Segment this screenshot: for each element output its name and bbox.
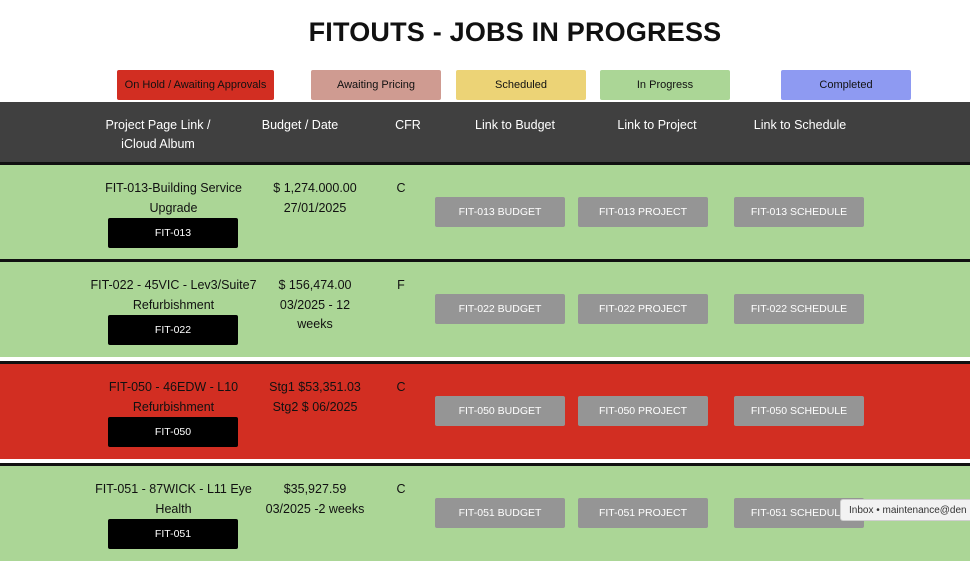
schedule-link-button[interactable]: FIT-050 SCHEDULE	[734, 396, 864, 426]
header-cfr: CFR	[395, 118, 421, 132]
job-budget-date: $ 156,474.00 03/2025 - 12 weeks	[278, 278, 352, 331]
schedule-link-button[interactable]: FIT-013 SCHEDULE	[734, 197, 864, 227]
header-link-schedule: Link to Schedule	[753, 118, 847, 132]
budget-link-button[interactable]: FIT-050 BUDGET	[435, 396, 565, 426]
table-row: FIT-050 - 46EDW - L10 Refurbishment FIT-…	[0, 361, 970, 459]
budget-link-button[interactable]: FIT-051 BUDGET	[435, 498, 565, 528]
budget-link-button[interactable]: FIT-013 BUDGET	[435, 197, 565, 227]
job-tag-button[interactable]: FIT-051	[108, 519, 238, 549]
legend-scheduled: Scheduled	[456, 70, 586, 100]
table-row: FIT-013-Building Service Upgrade FIT-013…	[0, 162, 970, 260]
job-cfr: C	[396, 181, 406, 195]
job-tag-button[interactable]: FIT-022	[108, 315, 238, 345]
job-budget-date: Stg1 $53,351.03 Stg2 $ 06/2025	[269, 380, 361, 414]
project-link-button[interactable]: FIT-050 PROJECT	[578, 396, 708, 426]
legend-awaiting-pricing: Awaiting Pricing	[311, 70, 441, 100]
schedule-link-button[interactable]: FIT-022 SCHEDULE	[734, 294, 864, 324]
job-cfr: C	[396, 482, 406, 496]
inbox-notification[interactable]: Inbox • maintenance@den	[840, 499, 970, 521]
legend-on-hold: On Hold / Awaiting Approvals	[117, 70, 274, 100]
table-header: Project Page Link / iCloud Album Budget …	[0, 102, 970, 162]
budget-link-button[interactable]: FIT-022 BUDGET	[435, 294, 565, 324]
header-link-budget: Link to Budget	[475, 118, 555, 132]
job-cfr: F	[397, 278, 405, 292]
project-link-button[interactable]: FIT-013 PROJECT	[578, 197, 708, 227]
job-name: FIT-022 - 45VIC - Lev3/Suite7 Refurbishm…	[90, 278, 257, 312]
project-link-button[interactable]: FIT-022 PROJECT	[578, 294, 708, 324]
table-row: FIT-051 - 87WICK - L11 Eye Health FIT-05…	[0, 463, 970, 561]
job-name: FIT-050 - 46EDW - L10 Refurbishment	[108, 380, 239, 414]
header-project: Project Page Link / iCloud Album	[105, 118, 211, 151]
header-budget-date: Budget / Date	[261, 118, 339, 132]
job-budget-date: $ 1,274.000.00 27/01/2025	[273, 181, 357, 215]
legend-in-progress: In Progress	[600, 70, 730, 100]
legend-completed: Completed	[781, 70, 911, 100]
project-link-button[interactable]: FIT-051 PROJECT	[578, 498, 708, 528]
job-name: FIT-013-Building Service Upgrade	[105, 181, 242, 215]
job-cfr: C	[396, 380, 406, 394]
job-name: FIT-051 - 87WICK - L11 Eye Health	[95, 482, 252, 516]
page-title: FITOUTS - JOBS IN PROGRESS	[308, 17, 722, 47]
job-tag-button[interactable]: FIT-013	[108, 218, 238, 248]
header-link-project: Link to Project	[617, 118, 697, 132]
table-row: FIT-022 - 45VIC - Lev3/Suite7 Refurbishm…	[0, 259, 970, 357]
job-budget-date: $35,927.59 03/2025 -2 weeks	[265, 482, 365, 516]
job-tag-button[interactable]: FIT-050	[108, 417, 238, 447]
